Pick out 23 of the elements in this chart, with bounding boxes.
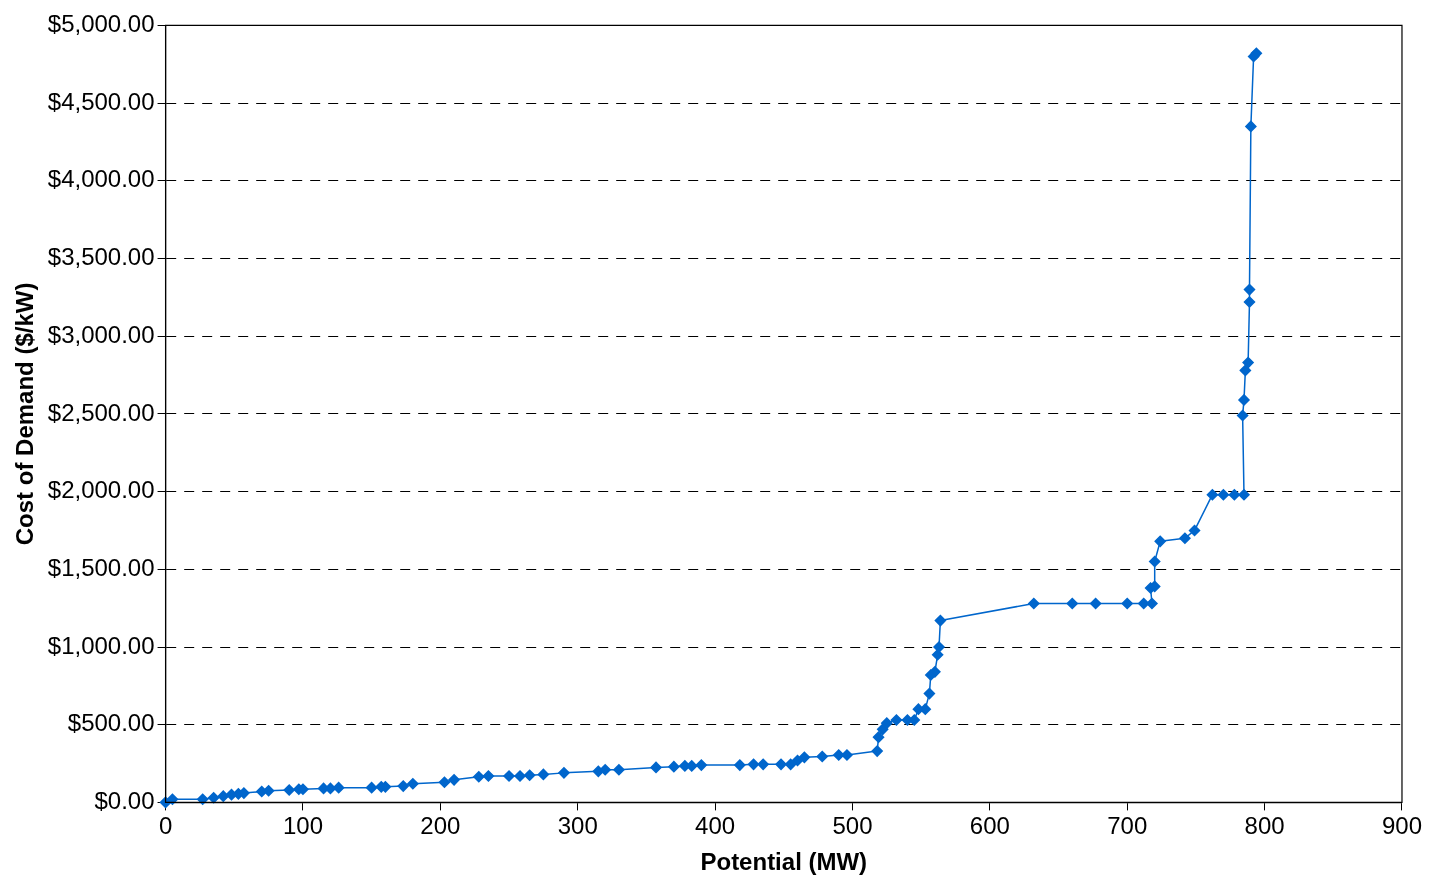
y-tick-label: $2,500.00 — [47, 398, 155, 426]
y-tick-label: $1,000.00 — [47, 631, 155, 659]
x-tick-label: 700 — [1107, 812, 1148, 840]
x-tick-label: 200 — [420, 812, 461, 840]
x-tick-label: 0 — [158, 812, 173, 840]
x-tick-label: 600 — [969, 812, 1010, 840]
y-tick-label: $1,500.00 — [47, 553, 155, 581]
x-tick-label: 900 — [1381, 812, 1422, 840]
y-tick-label: $500.00 — [67, 709, 155, 737]
y-axis-title: Cost of Demand ($/kW) — [11, 282, 39, 546]
x-tick-label: 400 — [695, 812, 736, 840]
x-tick-label: 100 — [282, 812, 323, 840]
x-tick-label: 300 — [557, 812, 598, 840]
x-axis-title: Potential (MW) — [700, 848, 868, 876]
x-tick-label: 500 — [832, 812, 873, 840]
x-tick-label: 800 — [1244, 812, 1285, 840]
y-tick-label: $5,000.00 — [47, 10, 155, 38]
y-tick-label: $3,500.00 — [47, 243, 155, 271]
y-tick-label: $2,000.00 — [47, 476, 155, 504]
y-tick-label: $4,500.00 — [47, 87, 155, 115]
y-tick-label: $3,000.00 — [47, 320, 155, 348]
y-tick-label: $0.00 — [94, 787, 155, 815]
y-tick-label: $4,000.00 — [47, 165, 155, 193]
